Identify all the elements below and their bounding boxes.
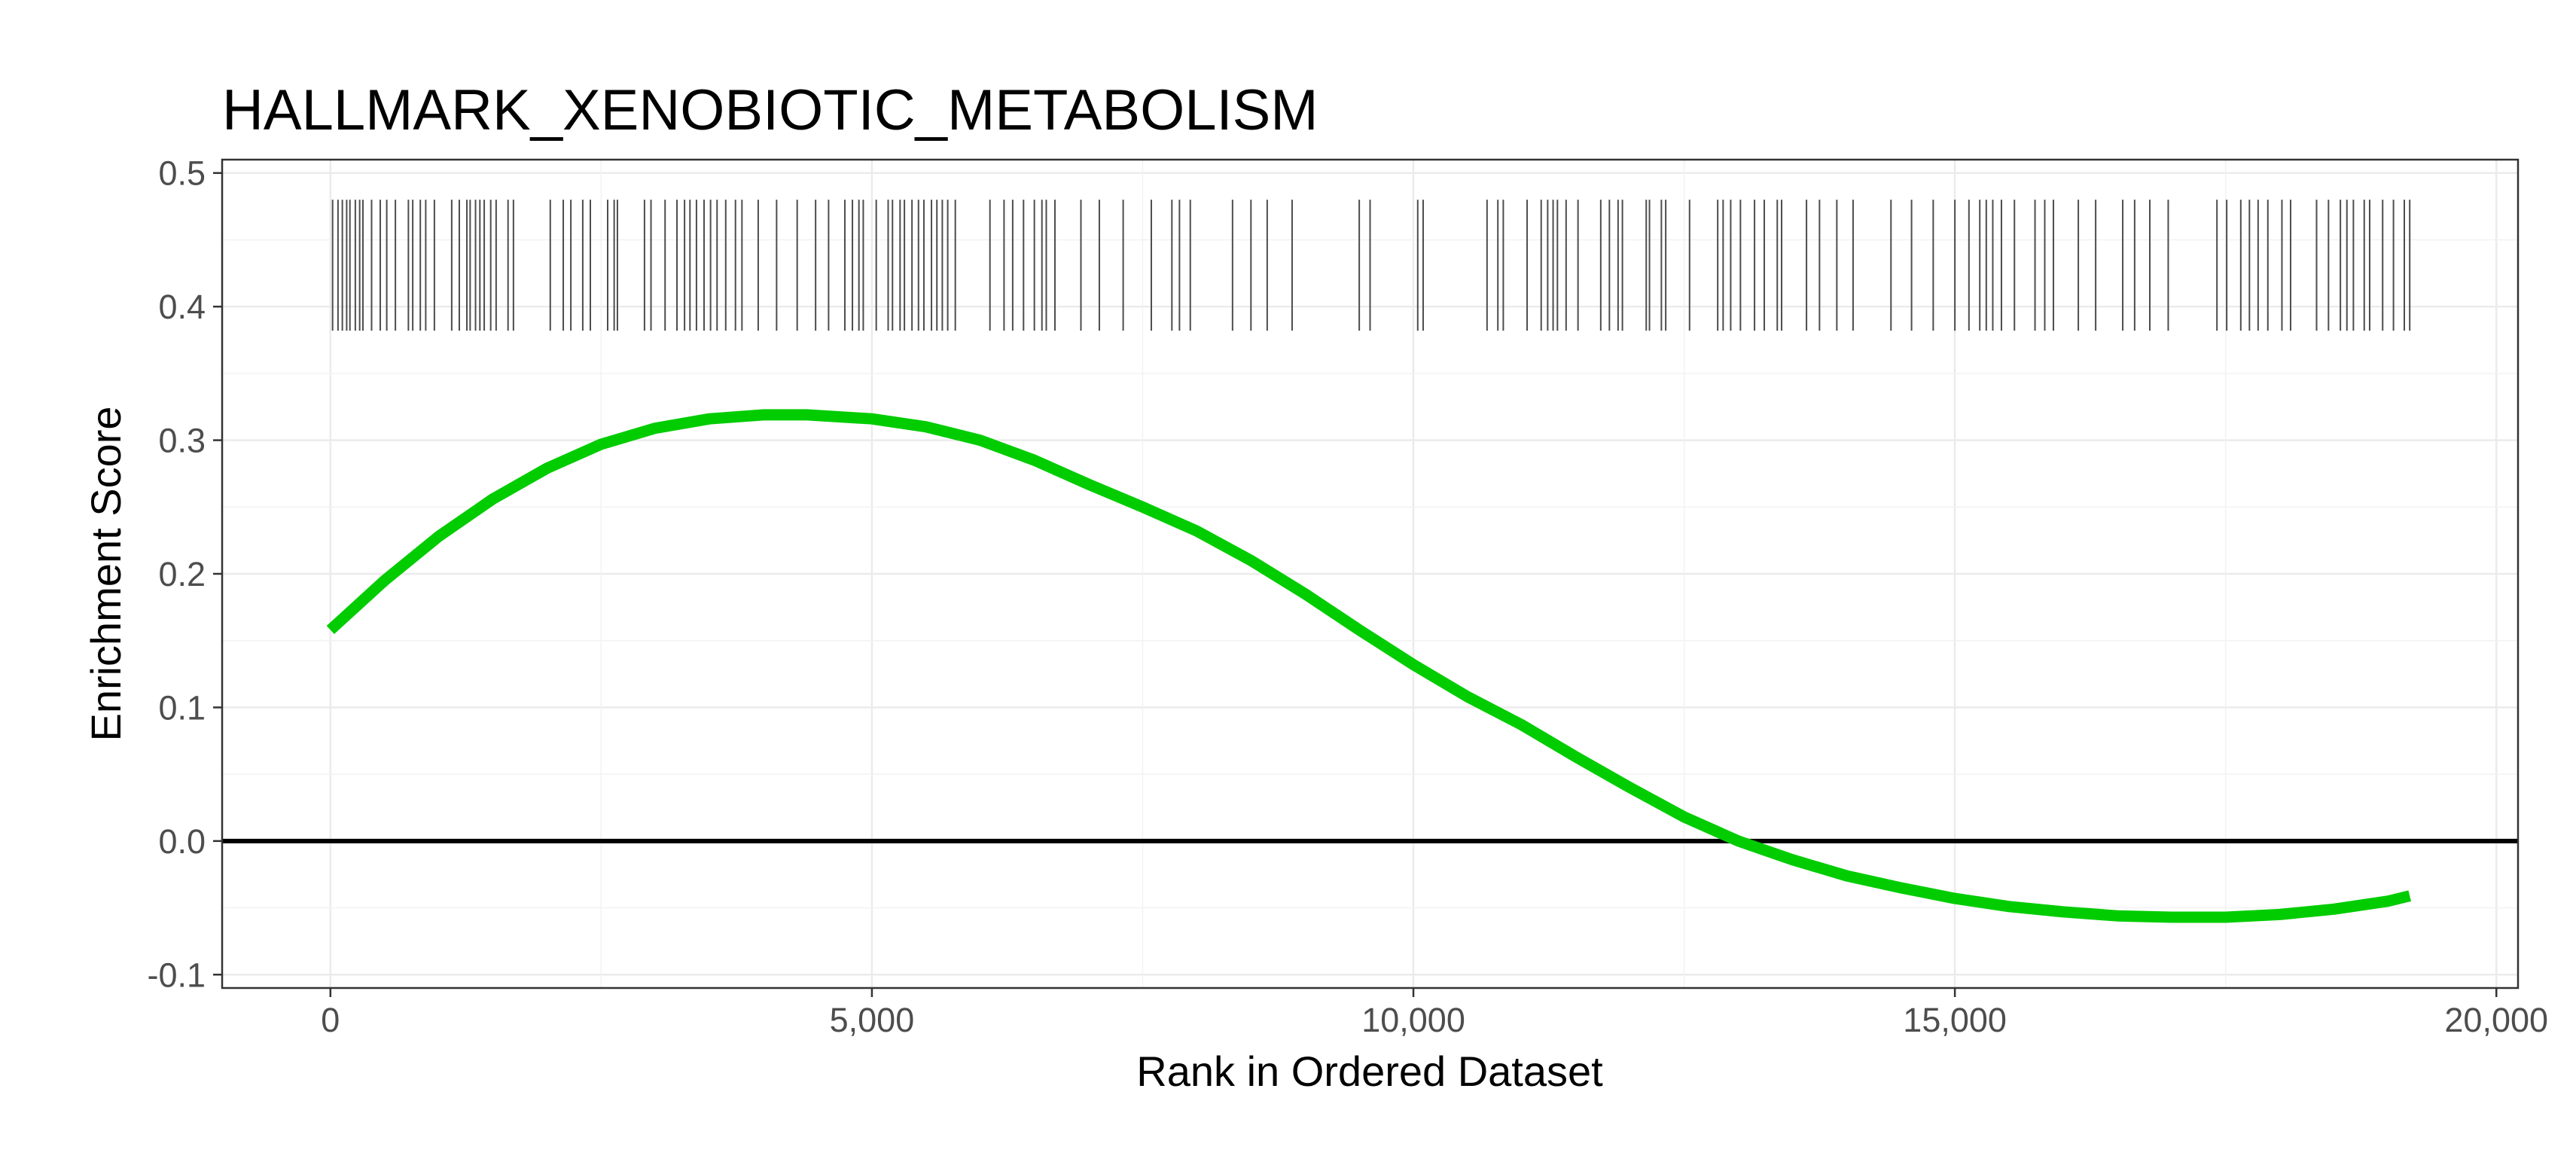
enrichment-series [326, 409, 2411, 923]
y-tick-label: 0.3 [158, 422, 206, 460]
x-tick-label: 0 [321, 1001, 340, 1039]
chart-title: HALLMARK_XENOBIOTIC_METABOLISM [222, 78, 1318, 142]
x-tick-label: 15,000 [1903, 1001, 2007, 1039]
axes: 0 5,000 10,000 15,000 20,000 -0.1 0.0 0.1 0.2 0.3… [147, 154, 2548, 1039]
x-tick-label: 10,000 [1361, 1001, 1465, 1039]
y-tick-label: 0.1 [158, 688, 206, 727]
y-tick-label: 0.5 [158, 154, 206, 193]
y-tick-label: 0.4 [158, 288, 206, 326]
x-tick-label: 5,000 [830, 1001, 915, 1039]
y-axis-title: Enrichment Score [82, 406, 130, 741]
x-axis-title: Rank in Ordered Dataset [1136, 1047, 1603, 1095]
y-tick-label: 0.2 [158, 555, 206, 593]
enrichment-score-line [326, 409, 2411, 923]
gene-hit-marks [331, 200, 2411, 331]
x-tick-label: 20,000 [2444, 1001, 2548, 1039]
y-tick-label: -0.1 [147, 956, 206, 994]
y-tick-label: 0.0 [158, 822, 206, 861]
